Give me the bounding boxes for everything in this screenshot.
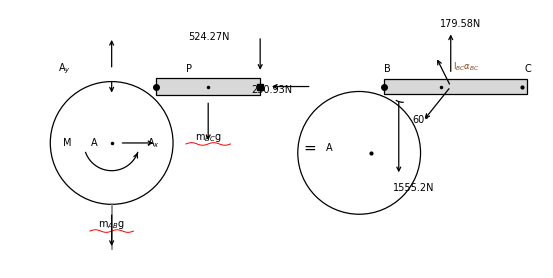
- Text: 524.27N: 524.27N: [188, 32, 229, 42]
- Text: 179.58N: 179.58N: [440, 19, 481, 29]
- Text: A: A: [91, 138, 97, 148]
- FancyBboxPatch shape: [384, 79, 528, 94]
- Text: =: =: [303, 140, 316, 155]
- Text: 60°: 60°: [412, 115, 429, 125]
- Text: M: M: [63, 138, 71, 148]
- Text: A$_y$: A$_y$: [58, 61, 71, 76]
- Text: B: B: [384, 64, 390, 74]
- Text: C: C: [524, 64, 531, 74]
- Text: A: A: [326, 143, 333, 153]
- Text: m$_{AB}$g: m$_{AB}$g: [98, 219, 125, 231]
- FancyBboxPatch shape: [156, 78, 260, 95]
- Text: A$_x$: A$_x$: [147, 136, 160, 150]
- Text: 1555.2N: 1555.2N: [393, 183, 434, 192]
- Text: P: P: [186, 64, 192, 74]
- Text: 230.93N: 230.93N: [252, 86, 293, 95]
- Text: m$_{BC}$g: m$_{BC}$g: [195, 132, 222, 144]
- Text: I$_{BC}$$\alpha$$_{BC}$: I$_{BC}$$\alpha$$_{BC}$: [453, 61, 479, 73]
